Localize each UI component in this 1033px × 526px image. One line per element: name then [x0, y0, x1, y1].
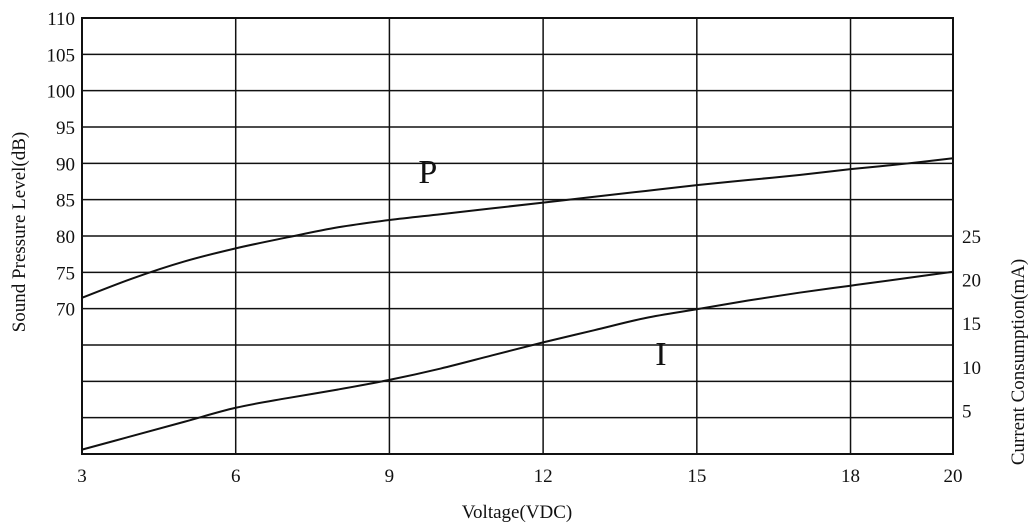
x-tick-label: 6 [231, 466, 241, 487]
x-tick-label: 20 [944, 466, 963, 487]
x-tick-label: 15 [687, 466, 706, 487]
x-tick-label: 12 [534, 466, 553, 487]
y-right-tick-label: 10 [962, 358, 981, 379]
y-left-axis-title: Sound Pressure Level(dB) [9, 132, 30, 333]
y-left-tick-label: 70 [56, 300, 75, 321]
x-axis-title: Voltage(VDC) [462, 502, 572, 523]
y-left-tick-label: 100 [47, 82, 76, 103]
series-label-i: I [655, 336, 666, 373]
y-left-tick-label: 90 [56, 154, 75, 175]
y-left-tick-label: 80 [56, 227, 75, 248]
y-left-tick-label: 110 [47, 9, 75, 30]
y-right-tick-label: 5 [962, 401, 972, 422]
series-label-p: P [418, 154, 437, 191]
series-line-p [81, 157, 954, 299]
y-right-tick-label: 20 [962, 271, 981, 292]
series-label-layer: PI [418, 154, 666, 373]
y-right-tick-label: 15 [962, 314, 981, 335]
x-tick-label: 9 [385, 466, 395, 487]
y-left-tick-label: 85 [56, 191, 75, 212]
x-tick-label: 3 [77, 466, 87, 487]
series-line-i [81, 270, 954, 451]
y-left-tick-label: 75 [56, 263, 75, 284]
series-layer [81, 157, 954, 451]
grid-layer [81, 17, 954, 455]
x-tick-label: 18 [841, 466, 860, 487]
y-left-tick-label: 105 [47, 45, 76, 66]
y-right-tick-label: 25 [962, 227, 981, 248]
y-right-axis-title: Current Consumption(mA) [1008, 259, 1029, 465]
tick-label-layer: 3 6 9 12 15 18 20 70 75 80 85 90 95 100 105 110 5 10 15 20 2… [47, 9, 982, 487]
plot-frame [81, 17, 954, 455]
y-left-tick-label: 95 [56, 118, 75, 139]
